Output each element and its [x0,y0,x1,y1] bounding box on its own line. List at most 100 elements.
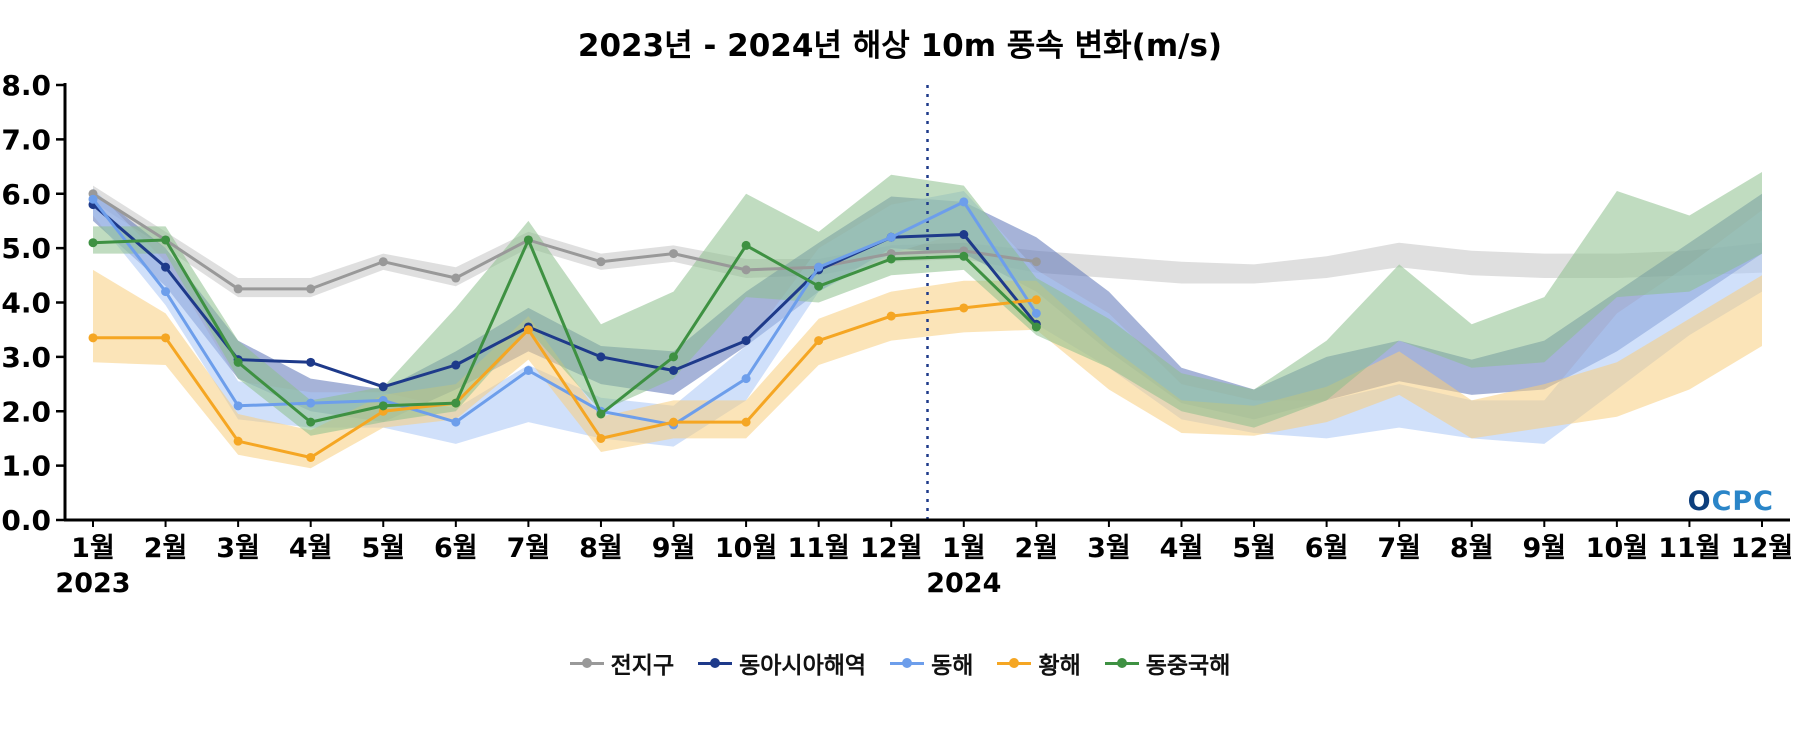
series-marker-east-asia-seas [741,336,751,346]
x-tick-label: 1월 [942,533,986,564]
series-marker-yellow-sea [1031,295,1041,305]
x-tick-label: 12월 [1731,533,1793,564]
series-marker-yellow-sea [523,325,533,335]
legend-marker-dot-east-sea [902,658,913,668]
y-tick-label: 0.0 [1,504,51,537]
ocpc-watermark: OCPC [1687,486,1774,517]
x-tick-label: 5월 [361,533,405,564]
series-marker-east-asia-seas [378,382,388,392]
band-east-china-sea [93,172,1762,436]
series-marker-global [596,257,606,267]
series-marker-east-asia-seas [451,360,461,370]
series-marker-east-china-sea [451,398,461,408]
legend-marker-east-asia-seas [698,658,733,668]
year-label-2023: 2023 [55,568,130,599]
series-marker-east-china-sea [596,409,606,419]
series-marker-east-china-sea [88,238,98,248]
legend-item-east-china-sea: 동중국해 [1104,646,1231,680]
series-marker-yellow-sea [741,417,751,427]
x-tick-label: 6월 [1305,533,1349,564]
legend-marker-dot-yellow-sea [1009,658,1020,668]
y-tick-label: 4.0 [1,287,51,320]
legend-marker-dot-east-asia-seas [710,658,721,668]
x-tick-label: 5월 [1232,533,1276,564]
legend-marker-dot-global [581,658,592,668]
series-marker-global [378,257,388,267]
legend-label-global: 전지구 [610,653,675,679]
series-marker-global [451,273,461,283]
series-marker-east-sea [306,398,316,408]
x-tick-label: 1월 [71,533,115,564]
chart-legend: 전지구 동아시아해역 동해 황해 동중국해 [0,646,1800,680]
legend-item-east-asia-seas: 동아시아해역 [698,646,866,680]
legend-marker-dot-east-china-sea [1116,658,1127,668]
y-tick-label: 2.0 [1,395,51,428]
legend-label-east-asia-seas: 동아시아해역 [739,653,867,679]
series-marker-east-sea [741,374,751,384]
series-marker-east-asia-seas [161,262,171,272]
legend-marker-east-china-sea [1104,658,1139,668]
series-line-global [92,192,1037,291]
legend-marker-global [569,658,604,668]
legend-marker-east-sea [890,658,925,668]
x-tick-label: 4월 [289,533,333,564]
chart-title: 2023년 - 2024년 해상 10m 풍속 변화(m/s) [577,28,1223,64]
series-marker-global [741,265,751,275]
legend-item-east-sea: 동해 [890,646,973,680]
x-tick-label: 7월 [507,533,551,564]
x-tick-label: 9월 [1522,533,1566,564]
series-marker-east-china-sea [378,401,388,411]
series-marker-east-sea [161,287,171,297]
legend-label-yellow-sea: 황해 [1038,653,1081,679]
series-marker-yellow-sea [88,333,98,343]
x-tick-label: 3월 [1087,533,1131,564]
series-marker-east-china-sea [161,235,171,245]
x-tick-label: 4월 [1160,533,1204,564]
series-marker-east-sea [451,417,461,427]
series-marker-east-sea [959,197,969,207]
series-marker-east-sea [88,194,98,204]
series-marker-east-sea [814,262,824,272]
year-label-2024: 2024 [926,568,1001,599]
x-tick-label: 9월 [652,533,696,564]
series-marker-yellow-sea [669,417,679,427]
legend-label-east-china-sea: 동중국해 [1145,653,1231,679]
series-line-east-sea [91,198,1038,427]
x-tick-label: 2월 [1015,533,1059,564]
legend-item-global: 전지구 [569,646,675,680]
series-marker-east-china-sea [741,240,751,250]
y-tick-label: 1.0 [1,450,51,483]
series-marker-east-sea [1031,308,1041,318]
series-marker-yellow-sea [233,436,243,446]
x-tick-label: 7월 [1377,533,1421,564]
band-yellow-sea [93,269,1762,469]
series-marker-east-sea [523,365,533,375]
x-tick-label: 10월 [715,533,777,564]
series-marker-east-china-sea [814,281,824,291]
series-marker-east-china-sea [886,254,896,264]
x-tick-label: 6월 [434,533,478,564]
y-tick-label: 3.0 [1,341,51,374]
x-tick-label: 8월 [1450,533,1494,564]
series-marker-yellow-sea [306,452,316,462]
series-line-yellow-sea [93,298,1037,459]
series-marker-east-sea [233,401,243,411]
x-tick-label: 11월 [1658,533,1720,564]
x-tick-label: 2월 [144,533,188,564]
series-marker-east-china-sea [233,357,243,367]
series-marker-global [1031,257,1041,267]
y-tick-label: 7.0 [1,123,51,156]
series-marker-east-china-sea [1031,322,1041,332]
x-tick-label: 11월 [787,533,849,564]
series-marker-global [306,284,316,294]
series-marker-east-asia-seas [669,365,679,375]
series-marker-east-china-sea [523,235,533,245]
x-tick-label: 12월 [860,533,922,564]
x-tick-label: 3월 [216,533,260,564]
series-marker-east-sea [886,232,896,242]
y-tick-label: 5.0 [1,232,51,265]
series-marker-global [669,249,679,259]
y-tick-label: 6.0 [1,178,51,211]
